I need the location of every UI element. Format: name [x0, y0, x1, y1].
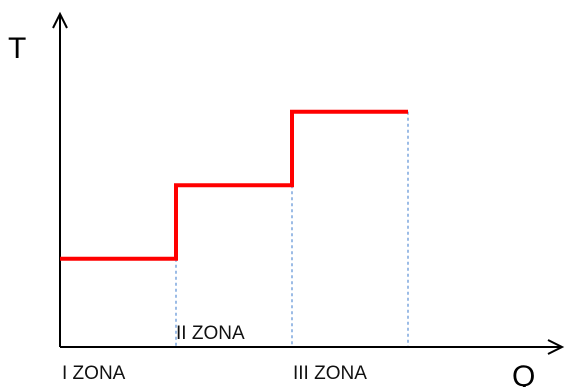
zone-label-1: I ZONA — [62, 363, 126, 384]
y-axis-label: T — [8, 32, 26, 65]
axes-layer — [52, 11, 565, 355]
x-axis-arrow — [547, 339, 565, 355]
labels-layer: T Q I ZONA II ZONA III ZONA — [8, 32, 535, 387]
guides-layer — [175, 111, 409, 347]
series-line-1 — [60, 109, 408, 261]
x-axis-label: Q — [512, 360, 535, 387]
y-axis-arrow — [52, 11, 68, 29]
zone-label-3: III ZONA — [293, 363, 367, 384]
series-layer — [60, 109, 408, 261]
zone-label-2: II ZONA — [176, 323, 245, 344]
